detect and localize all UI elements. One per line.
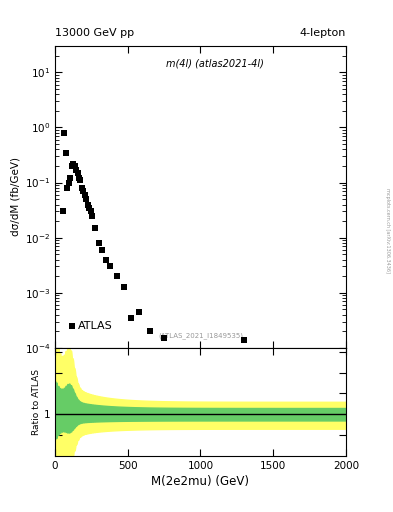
Point xyxy=(70,160,76,168)
Point xyxy=(103,255,109,264)
Point xyxy=(60,207,66,216)
Point xyxy=(77,176,84,184)
Point xyxy=(74,169,81,177)
Point xyxy=(76,174,82,182)
Point xyxy=(89,211,95,220)
Text: ATLAS: ATLAS xyxy=(78,321,113,331)
Point xyxy=(69,322,75,330)
Point xyxy=(79,184,85,192)
Point xyxy=(64,184,70,192)
Y-axis label: dσ/dM (fb/GeV): dσ/dM (fb/GeV) xyxy=(10,158,20,237)
Point xyxy=(241,336,247,344)
Point xyxy=(121,283,127,291)
Point xyxy=(83,195,90,203)
Y-axis label: Ratio to ATLAS: Ratio to ATLAS xyxy=(32,369,41,435)
Point xyxy=(67,174,73,182)
Point xyxy=(72,162,78,170)
Point xyxy=(84,200,91,208)
Point xyxy=(114,272,120,280)
Point xyxy=(73,166,79,174)
Point xyxy=(88,207,94,216)
Point xyxy=(161,334,167,343)
Point xyxy=(128,314,134,322)
Text: 13000 GeV pp: 13000 GeV pp xyxy=(55,28,134,38)
Text: (ATLAS_2021_I1849535): (ATLAS_2021_I1849535) xyxy=(158,332,243,339)
Point xyxy=(80,187,86,195)
Point xyxy=(95,239,102,247)
Point xyxy=(107,262,113,270)
Point xyxy=(86,204,92,212)
Point xyxy=(63,148,69,157)
Point xyxy=(136,308,142,316)
Point xyxy=(99,246,105,254)
Point xyxy=(147,327,153,335)
Point xyxy=(82,190,88,199)
Point xyxy=(92,224,98,232)
Text: m(4l) (atlas2021-4l): m(4l) (atlas2021-4l) xyxy=(166,58,264,68)
Point xyxy=(69,162,75,170)
Text: mcplots.cern.ch [arXiv:1306.3436]: mcplots.cern.ch [arXiv:1306.3436] xyxy=(385,188,389,273)
Text: 4-lepton: 4-lepton xyxy=(299,28,346,38)
X-axis label: M(2e2mu) (GeV): M(2e2mu) (GeV) xyxy=(151,475,250,488)
Point xyxy=(66,179,72,187)
Point xyxy=(61,129,68,137)
